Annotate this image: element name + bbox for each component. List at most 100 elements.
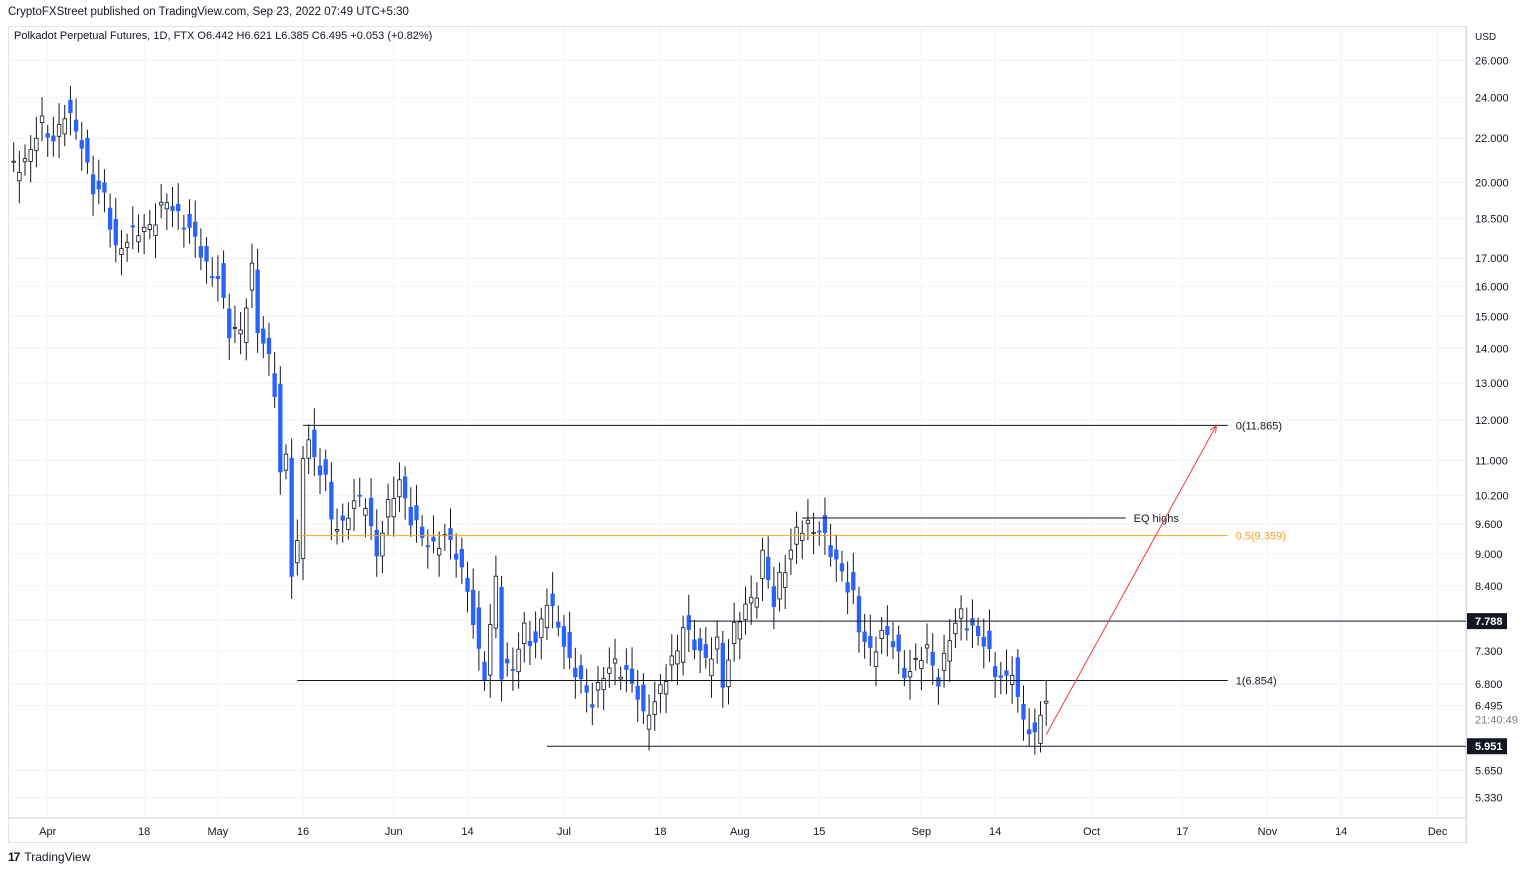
candle-body xyxy=(187,214,192,228)
footer-branding: 17 TradingView xyxy=(8,850,90,864)
time-axis-label: 17 xyxy=(1176,826,1188,838)
candle-body xyxy=(380,532,385,557)
candle-body xyxy=(329,481,334,520)
candle-body xyxy=(204,246,209,262)
time-axis-label: Jul xyxy=(557,826,571,838)
candle-body xyxy=(970,618,975,626)
projection-arrow-head xyxy=(1209,424,1218,434)
candle-body xyxy=(788,549,794,560)
time-axis-label: Jun xyxy=(385,826,403,838)
candle-body xyxy=(533,631,538,643)
candle-body xyxy=(68,99,73,114)
price-axis-label: 17.000 xyxy=(1475,253,1509,265)
candle-body xyxy=(147,224,152,230)
candle-body xyxy=(635,685,640,700)
price-badge-label: 7.788 xyxy=(1475,616,1503,628)
candle-body xyxy=(385,499,391,518)
candle-body xyxy=(448,528,453,540)
candle-body xyxy=(692,639,697,651)
candle-body xyxy=(340,515,345,521)
price-axis-label: 9.600 xyxy=(1475,519,1503,531)
candle-body xyxy=(227,308,232,339)
candle-body xyxy=(414,505,419,521)
candle-body xyxy=(391,498,396,518)
level-label: 0.5(9.359) xyxy=(1236,531,1286,543)
candle-body xyxy=(176,203,181,212)
candle-body xyxy=(658,684,663,695)
candle-body xyxy=(669,655,674,666)
candle-body xyxy=(851,572,856,591)
candle-body xyxy=(164,202,170,210)
candle-body xyxy=(278,383,283,473)
tradingview-logo-icon: 17 xyxy=(8,850,20,864)
candle-body xyxy=(215,276,221,280)
candle-body xyxy=(743,603,748,620)
candle-body xyxy=(641,684,646,712)
candle-body xyxy=(221,263,226,298)
candle-body xyxy=(595,681,601,691)
candle-body xyxy=(408,506,413,526)
candle-body xyxy=(374,529,379,557)
candle-body xyxy=(102,182,107,193)
candle-body xyxy=(680,627,686,663)
price-axis-label: 6.800 xyxy=(1475,679,1503,691)
candle-body xyxy=(987,630,992,649)
candle-body xyxy=(714,636,720,650)
candle-body xyxy=(697,638,703,651)
price-axis-currency: USD xyxy=(1475,32,1496,43)
time-axis-label: Aug xyxy=(730,826,750,838)
candle-body xyxy=(947,640,952,662)
candle-body xyxy=(845,582,850,593)
price-axis-label: 22.000 xyxy=(1475,133,1509,145)
candle-body xyxy=(334,528,340,532)
candle-body xyxy=(39,115,45,124)
candle-body xyxy=(124,242,130,248)
price-axis-label: 24.000 xyxy=(1475,93,1509,105)
time-axis-label: Oct xyxy=(1083,826,1100,838)
candle-body xyxy=(159,201,164,206)
candle-body xyxy=(601,678,606,691)
candle-body xyxy=(17,172,22,182)
candle-body xyxy=(45,133,50,138)
candle-body xyxy=(90,174,96,195)
candle-body xyxy=(981,636,986,647)
candle-body xyxy=(1004,670,1009,676)
candle-body xyxy=(590,704,595,708)
candle-body xyxy=(1021,703,1026,720)
time-axis-label: Apr xyxy=(39,826,56,838)
time-axis-label: May xyxy=(208,826,229,838)
candle-body xyxy=(550,593,555,607)
candle-body xyxy=(834,549,839,560)
candle-body xyxy=(629,668,635,684)
price-axis-label: 5.650 xyxy=(1475,765,1503,777)
level-label: 0(11.865) xyxy=(1236,420,1282,432)
candle-body xyxy=(119,248,124,255)
candle-body xyxy=(868,635,873,648)
price-axis-label: 9.000 xyxy=(1475,549,1503,561)
time-axis-label: 14 xyxy=(989,826,1001,838)
candle-body xyxy=(1015,657,1020,697)
candle-body xyxy=(737,621,742,640)
candle-body xyxy=(437,548,442,556)
candle-body xyxy=(686,615,691,630)
candle-body xyxy=(136,235,141,243)
price-badge-bg xyxy=(1467,738,1507,755)
candle-body xyxy=(493,575,499,629)
candle-body xyxy=(663,681,669,695)
candle-body xyxy=(198,246,204,258)
time-axis-label: Dec xyxy=(1428,826,1448,838)
candle-body xyxy=(754,597,760,608)
time-axis-label: 15 xyxy=(813,826,825,838)
candle-body xyxy=(357,494,362,497)
candle-body xyxy=(476,607,482,649)
candle-body xyxy=(618,676,623,680)
candle-body xyxy=(930,651,935,666)
candle-body xyxy=(1032,722,1037,733)
candle-body xyxy=(975,625,981,636)
candle-body xyxy=(193,221,198,237)
price-axis-label: 10.200 xyxy=(1475,491,1509,503)
candle-body xyxy=(397,479,402,498)
candle-body xyxy=(953,622,958,635)
candle-body xyxy=(1009,674,1015,685)
